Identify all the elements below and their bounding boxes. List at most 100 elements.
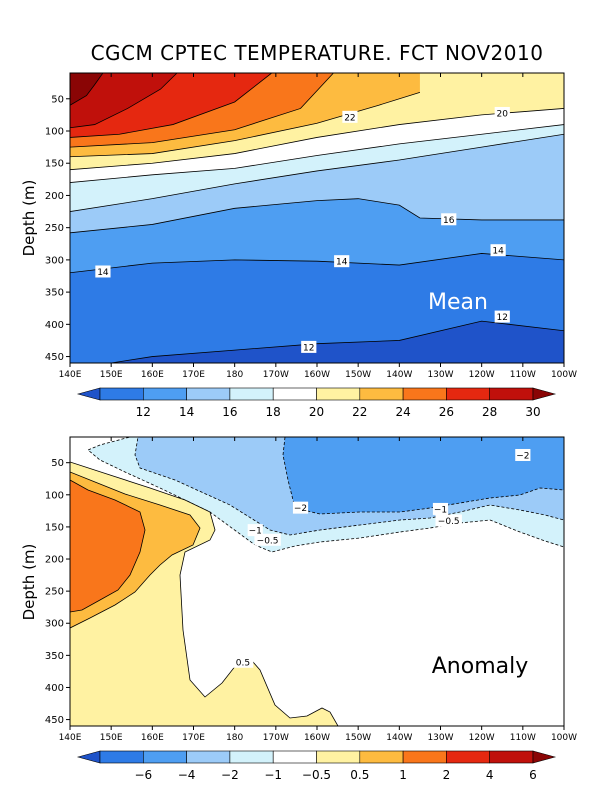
mean-y-axis: 50 100 150 200 250 300 350 400 450 (45, 94, 70, 363)
anomaly-panel-label: Anomaly (432, 654, 529, 679)
mean-contour-label: 20 (497, 109, 509, 119)
chart-title: CGCM CPTEC TEMPERATURE. FCT NOV2010 (91, 41, 544, 65)
anomaly-contour-label: −0.5 (438, 517, 460, 527)
anomaly-x-tick-label: 120W (469, 733, 495, 743)
mean-contour-24 (70, 73, 334, 148)
anomaly-colorbar: −6 −4 −2 −1 −0.5 0.5 1 2 4 6 (76, 750, 557, 782)
anomaly-colorbar-label: −4 (178, 768, 196, 782)
anomaly-y-tick-label: 250 (45, 587, 64, 598)
anomaly-y-tick-label: 50 (51, 458, 64, 469)
mean-colorbar-swatch (143, 387, 187, 401)
mean-x-tick-label: 160W (304, 370, 330, 380)
mean-x-axis: 140E 150E 160E 170E 180 170W 160W 150W 140W 130W 1… (59, 73, 577, 380)
anomaly-colorbar-label: −6 (134, 768, 152, 782)
anomaly-colorbar-label: 0.5 (350, 768, 369, 782)
anomaly-y-tick-label: 400 (45, 683, 64, 694)
mean-x-tick-label: 100W (551, 370, 577, 380)
mean-contour-label: 12 (497, 313, 508, 323)
mean-x-tick-label: 160E (141, 370, 164, 380)
mean-x-tick-label: 170W (263, 370, 289, 380)
mean-contour-label-bg (334, 255, 350, 268)
mean-colorbar-label: 28 (482, 405, 497, 419)
mean-y-tick-label: 350 (45, 288, 64, 299)
anomaly-x-tick-label: 140E (59, 733, 82, 743)
anomaly-colorbar-label: 1 (399, 768, 407, 782)
anomaly-y-tick-label: 300 (45, 619, 64, 630)
anomaly-colorbar-swatch (489, 750, 534, 764)
anomaly-x-tick-label: 160E (141, 733, 164, 743)
anomaly-colorbar-swatch (143, 750, 187, 764)
mean-colorbar-label: 16 (222, 405, 237, 419)
mean-contour-labels: 22 20 16 14 14 14 12 12 (95, 106, 510, 353)
anomaly-colorbar-swatch (446, 750, 490, 764)
mean-x-tick-label: 130W (427, 370, 453, 380)
anomaly-x-tick-label: 170E (182, 733, 205, 743)
mean-colorbar-label: 14 (179, 405, 194, 419)
anomaly-y-tick-label: 450 (45, 715, 64, 726)
mean-colorbar-swatch (402, 387, 447, 401)
mean-contour-14 (70, 253, 564, 274)
anomaly-contour-label-bg (435, 514, 462, 527)
mean-colorbar-label: 24 (395, 405, 410, 419)
anomaly-contour-label: −1 (434, 505, 447, 515)
anomaly-contour-label: −2 (294, 504, 307, 514)
mean-contour-12 (108, 320, 564, 363)
mean-contour-label-bg (441, 213, 457, 226)
anomaly-contour-label: −0.5 (257, 536, 279, 546)
anomaly-y-axis-label: Depth (m) (20, 544, 38, 621)
mean-colorbar: 12 14 16 18 20 22 24 26 28 30 (76, 387, 557, 419)
mean-y-tick-label: 200 (45, 191, 64, 202)
anomaly-colorbar-label: −1 (264, 768, 282, 782)
mean-x-tick-label: 140E (59, 370, 82, 380)
mean-y-axis-label: Depth (m) (20, 180, 38, 257)
anomaly-colorbar-label: 4 (486, 768, 494, 782)
anomaly-y-tick-label: 150 (45, 522, 64, 533)
anomaly-x-tick-label: 160W (304, 733, 330, 743)
mean-x-tick-label: 150W (345, 370, 371, 380)
anomaly-colorbar-low-arrow (76, 750, 101, 764)
anomaly-contour-label-bg (232, 655, 254, 668)
anomaly-colorbar-swatch (229, 750, 274, 764)
mean-contour-label-bg (494, 310, 510, 323)
anomaly-colorbar-swatch (186, 750, 231, 764)
mean-contour-lines (70, 73, 564, 363)
mean-colorbar-swatch (359, 387, 404, 401)
mean-y-tick-label: 300 (45, 255, 64, 266)
anomaly-colorbar-label: −2 (221, 768, 239, 782)
anomaly-x-tick-label: 150E (100, 733, 123, 743)
mean-colorbar-low-arrow (76, 387, 101, 401)
mean-band-30 (70, 73, 103, 106)
mean-x-tick-label: 150E (100, 370, 123, 380)
anomaly-y-axis: 50 100 150 200 250 300 350 400 450 (45, 458, 70, 726)
anomaly-colorbar-swatch (316, 750, 361, 764)
mean-contour-28 (70, 73, 178, 129)
mean-y-tick-label: 100 (45, 127, 64, 138)
anomaly-contour-label-bg (432, 502, 449, 515)
mean-x-tick-label: 140W (386, 370, 412, 380)
mean-contour-label: 14 (492, 247, 504, 257)
anomaly-colorbar-swatch (402, 750, 447, 764)
anomaly-x-tick-label: 100W (551, 733, 577, 743)
mean-colorbar-swatch (446, 387, 490, 401)
mean-x-tick-label: 120W (469, 370, 495, 380)
anomaly-x-tick-label: 130W (427, 733, 453, 743)
mean-colorbar-label: 18 (266, 405, 281, 419)
mean-panel-label: Mean (428, 290, 488, 315)
anomaly-colorbar-swatch (99, 750, 144, 764)
anomaly-contour-label-bg (247, 524, 263, 537)
mean-y-tick-label: 50 (51, 94, 64, 105)
anomaly-contour-label: −2 (516, 451, 529, 461)
mean-contour-30 (70, 73, 104, 106)
mean-contour-15 (70, 198, 564, 234)
mean-colorbar-label: 26 (439, 405, 454, 419)
mean-colorbar-swatch (489, 387, 534, 401)
mean-band-28 (70, 73, 178, 128)
mean-colorbar-label: 12 (136, 405, 151, 419)
mean-colorbar-label: 20 (309, 405, 324, 419)
anomaly-colorbar-swatch (272, 750, 317, 764)
anomaly-colorbar-high-arrow (532, 750, 557, 764)
anomaly-colorbar-swatch (359, 750, 404, 764)
anomaly-band-pos2 (70, 479, 146, 613)
